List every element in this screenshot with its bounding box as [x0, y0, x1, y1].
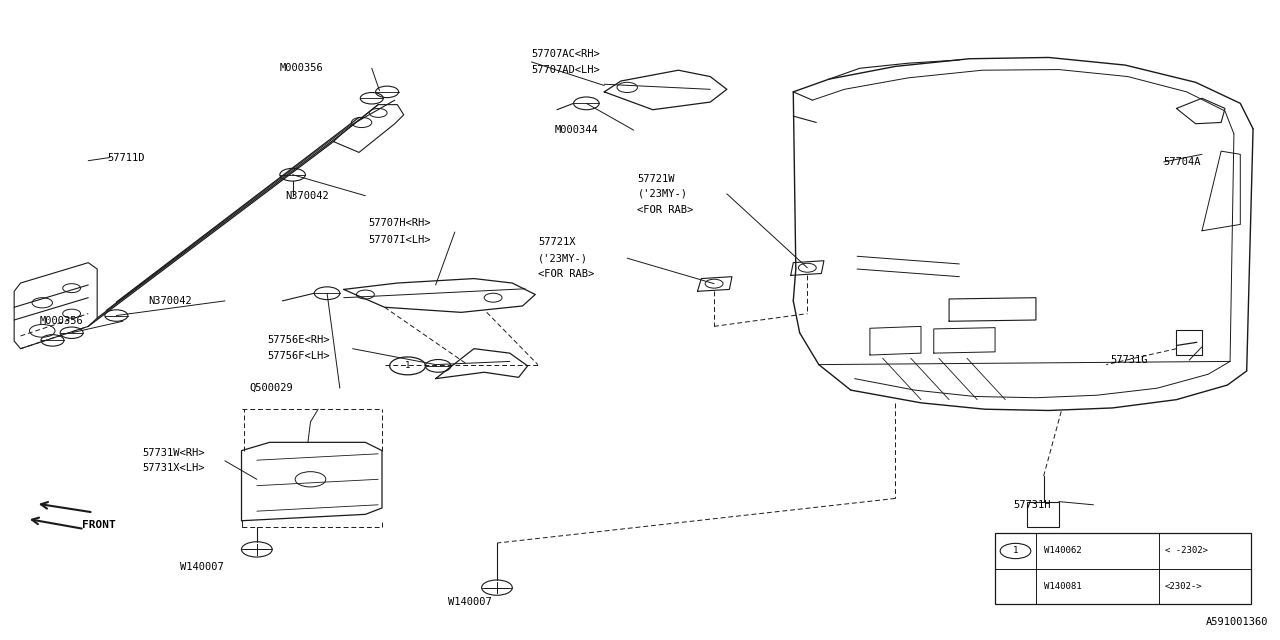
Text: 57704A: 57704A: [1164, 157, 1201, 167]
Text: M000356: M000356: [280, 63, 324, 74]
Text: ('23MY-): ('23MY-): [538, 253, 588, 263]
Text: N370042: N370042: [148, 296, 192, 306]
Bar: [1176, 330, 1202, 355]
Bar: [995, 534, 1251, 604]
Text: 57731G: 57731G: [1110, 355, 1147, 365]
Bar: [1027, 502, 1059, 527]
Text: <2302->: <2302->: [1165, 582, 1203, 591]
Text: W140081: W140081: [1043, 582, 1082, 591]
Text: 1: 1: [1012, 547, 1018, 556]
Text: 57756F<LH>: 57756F<LH>: [268, 351, 329, 362]
Text: W140007: W140007: [180, 563, 224, 572]
Text: 57721W: 57721W: [637, 173, 675, 184]
Text: Q500029: Q500029: [250, 383, 293, 393]
Text: M000344: M000344: [554, 125, 598, 135]
Text: 57721X: 57721X: [538, 237, 575, 247]
Text: 57707AC<RH>: 57707AC<RH>: [531, 49, 600, 59]
Text: 57707H<RH>: 57707H<RH>: [367, 218, 430, 228]
Text: <FOR RAB>: <FOR RAB>: [637, 205, 694, 215]
Text: 57756E<RH>: 57756E<RH>: [268, 335, 329, 346]
Text: <FOR RAB>: <FOR RAB>: [538, 269, 594, 279]
Text: 57731W<RH>: 57731W<RH>: [142, 447, 205, 458]
Text: 57731H: 57731H: [1012, 500, 1051, 510]
Text: FRONT: FRONT: [82, 520, 115, 530]
Text: < -2302>: < -2302>: [1165, 547, 1208, 556]
Text: N370042: N370042: [285, 191, 329, 201]
Text: ('23MY-): ('23MY-): [637, 189, 687, 199]
Text: 57707I<LH>: 57707I<LH>: [367, 236, 430, 245]
Text: W140062: W140062: [1043, 547, 1082, 556]
Text: M000356: M000356: [40, 316, 83, 326]
Text: 1: 1: [404, 362, 410, 371]
Text: 57711D: 57711D: [108, 152, 145, 163]
Text: A591001360: A591001360: [1206, 617, 1268, 627]
Text: 57731X<LH>: 57731X<LH>: [142, 463, 205, 474]
Text: 57707AD<LH>: 57707AD<LH>: [531, 65, 600, 75]
Text: W140007: W140007: [448, 597, 493, 607]
